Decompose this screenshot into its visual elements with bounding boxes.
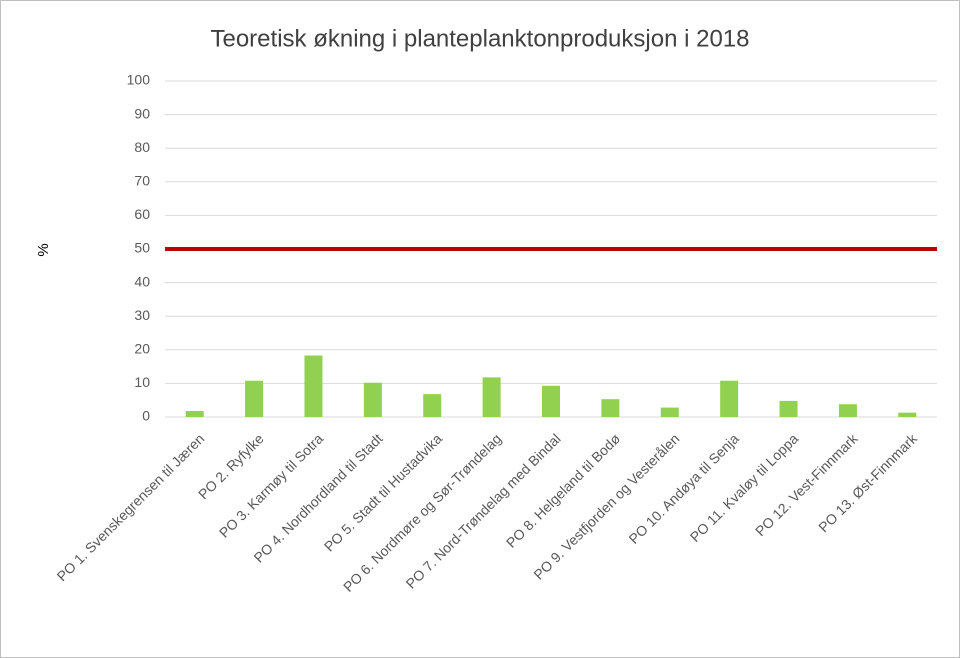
bar <box>304 355 323 417</box>
y-tick-label: 70 <box>134 173 150 189</box>
y-tick-label: 30 <box>134 307 150 323</box>
bar <box>838 404 857 417</box>
y-tick-label: 60 <box>134 206 150 222</box>
bar <box>245 380 264 417</box>
y-tick-label: 90 <box>134 105 150 121</box>
y-axis-label: % <box>35 243 52 256</box>
bar <box>185 410 204 417</box>
y-tick-label: 50 <box>134 240 150 256</box>
y-tick-label: 10 <box>134 374 150 390</box>
y-tick-label: 40 <box>134 273 150 289</box>
bar <box>482 377 501 417</box>
bar <box>720 380 739 417</box>
chart-title: Teoretisk økning i planteplanktonproduks… <box>210 25 749 52</box>
y-tick-label: 100 <box>127 72 151 88</box>
y-tick-label: 80 <box>134 139 150 155</box>
bar <box>601 399 620 417</box>
bar <box>363 382 382 417</box>
bar <box>660 407 679 417</box>
bar <box>779 400 798 417</box>
y-tick-label: 20 <box>134 341 150 357</box>
bar <box>423 394 442 417</box>
bar <box>898 412 917 417</box>
bar <box>542 385 560 417</box>
y-tick-label: 0 <box>142 408 150 424</box>
